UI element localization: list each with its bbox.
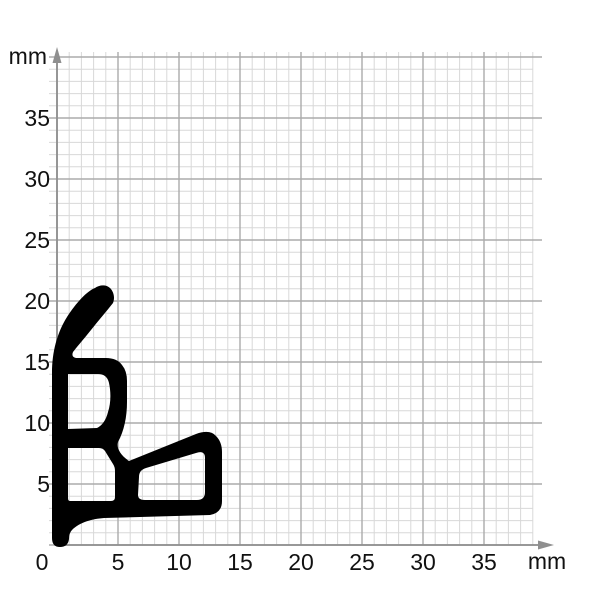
profile-shape — [52, 285, 222, 547]
y-tick-label: 5 — [37, 471, 50, 497]
grid-minor-lines — [49, 52, 534, 545]
y-axis-unit-label: mm — [9, 43, 47, 69]
x-tick-label: 25 — [349, 549, 375, 575]
x-tick-label: 5 — [112, 549, 125, 575]
x-tick-label: 35 — [471, 549, 497, 575]
x-tick-label: 15 — [227, 549, 253, 575]
y-axis-arrow-icon — [52, 47, 62, 63]
y-tick-label: 25 — [24, 227, 50, 253]
x-tick-label: 30 — [410, 549, 436, 575]
y-tick-label: 15 — [24, 349, 50, 375]
x-axis-arrow-icon — [538, 540, 554, 550]
tick-labels: 0 5 10 15 20 25 30 35 5 10 15 20 25 30 35 — [24, 105, 496, 575]
x-axis-unit-label: mm — [528, 548, 566, 574]
y-tick-label: 10 — [24, 410, 50, 436]
y-tick-label: 20 — [24, 288, 50, 314]
y-tick-label: 35 — [24, 105, 50, 131]
x-tick-label: 10 — [166, 549, 192, 575]
x-tick-label: 20 — [288, 549, 314, 575]
y-tick-label: 30 — [24, 166, 50, 192]
x-tick-label: 0 — [36, 549, 49, 575]
